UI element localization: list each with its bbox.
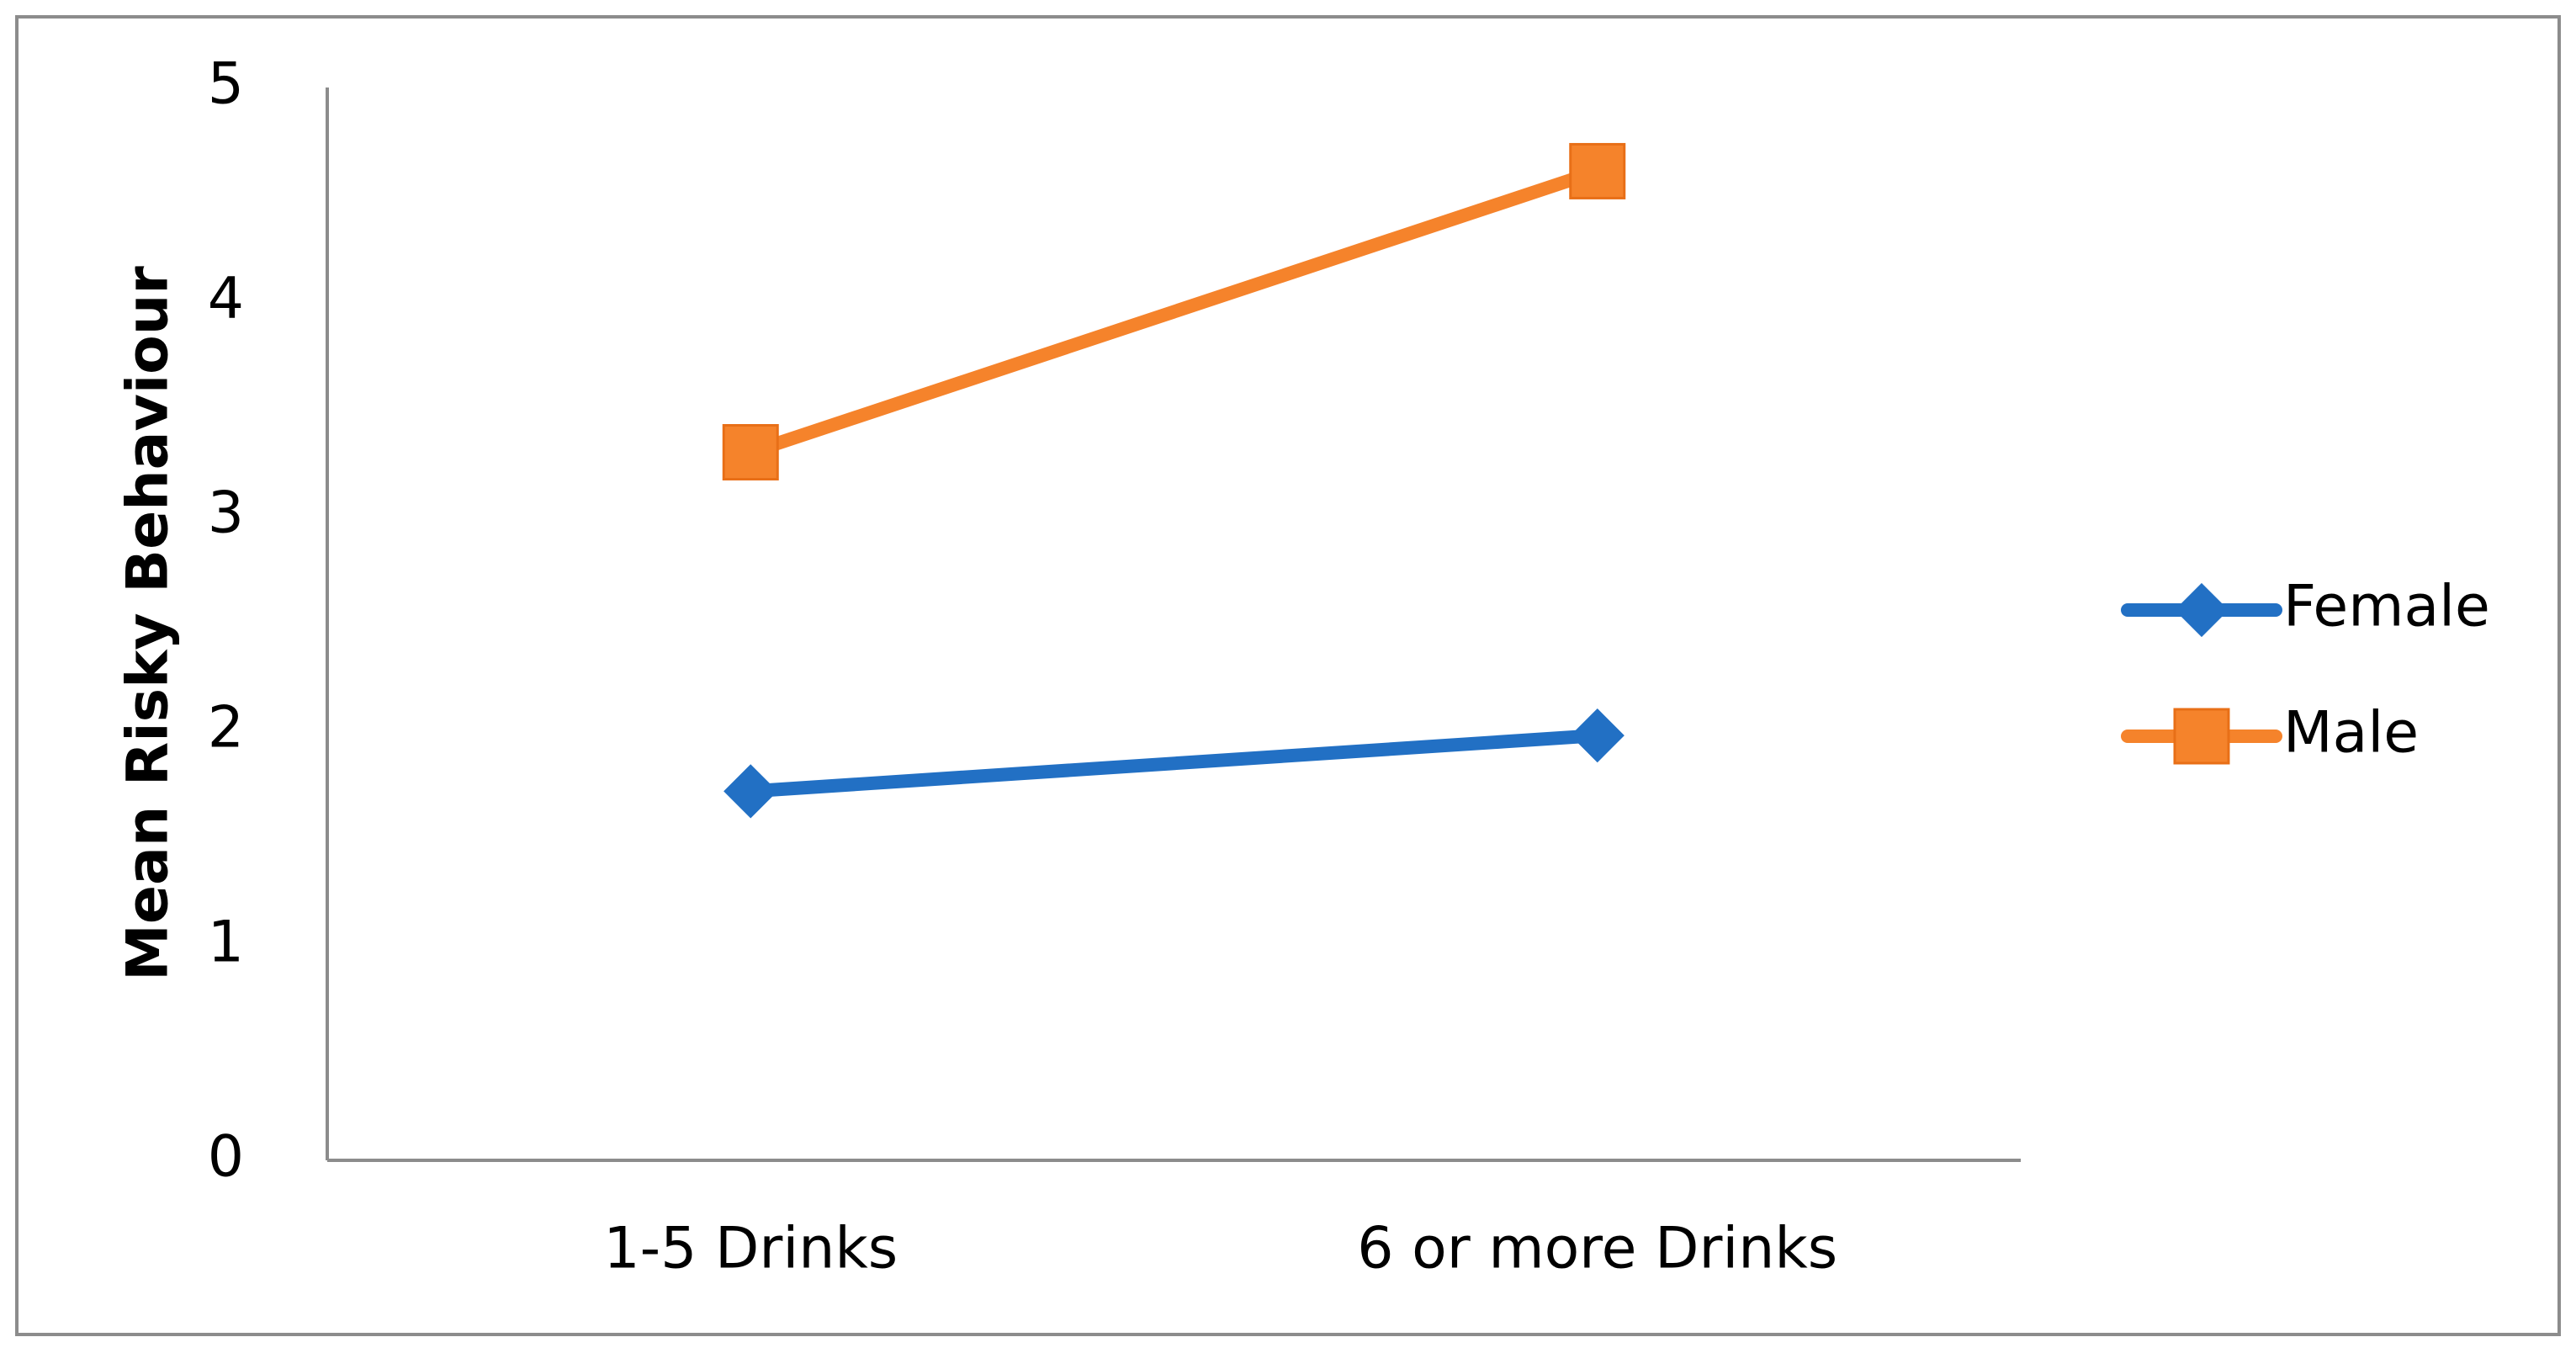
legend-marker — [2174, 582, 2229, 638]
series-line — [748, 164, 1600, 459]
chart-border — [15, 15, 2561, 1336]
legend-label: Female — [2283, 574, 2490, 640]
data-point — [1570, 708, 1625, 763]
series-line — [750, 729, 1598, 799]
y-tick-label: 2 — [208, 695, 244, 761]
y-tick-label: 1 — [208, 910, 244, 976]
data-point — [724, 764, 778, 819]
legend-label: Male — [2283, 700, 2419, 767]
x-tick-label: 1-5 Drinks — [603, 1216, 898, 1282]
y-tick-label: 3 — [208, 480, 244, 547]
x-tick-label: 6 or more Drinks — [1357, 1216, 1837, 1282]
y-tick-label: 5 — [208, 51, 244, 118]
y-tick-label: 0 — [208, 1124, 244, 1191]
data-point — [722, 424, 779, 480]
data-point — [1569, 142, 1626, 199]
legend-marker — [2173, 708, 2230, 765]
y-axis-title: Mean Risky Behaviour — [115, 266, 182, 981]
y-tick-label: 4 — [208, 266, 244, 332]
